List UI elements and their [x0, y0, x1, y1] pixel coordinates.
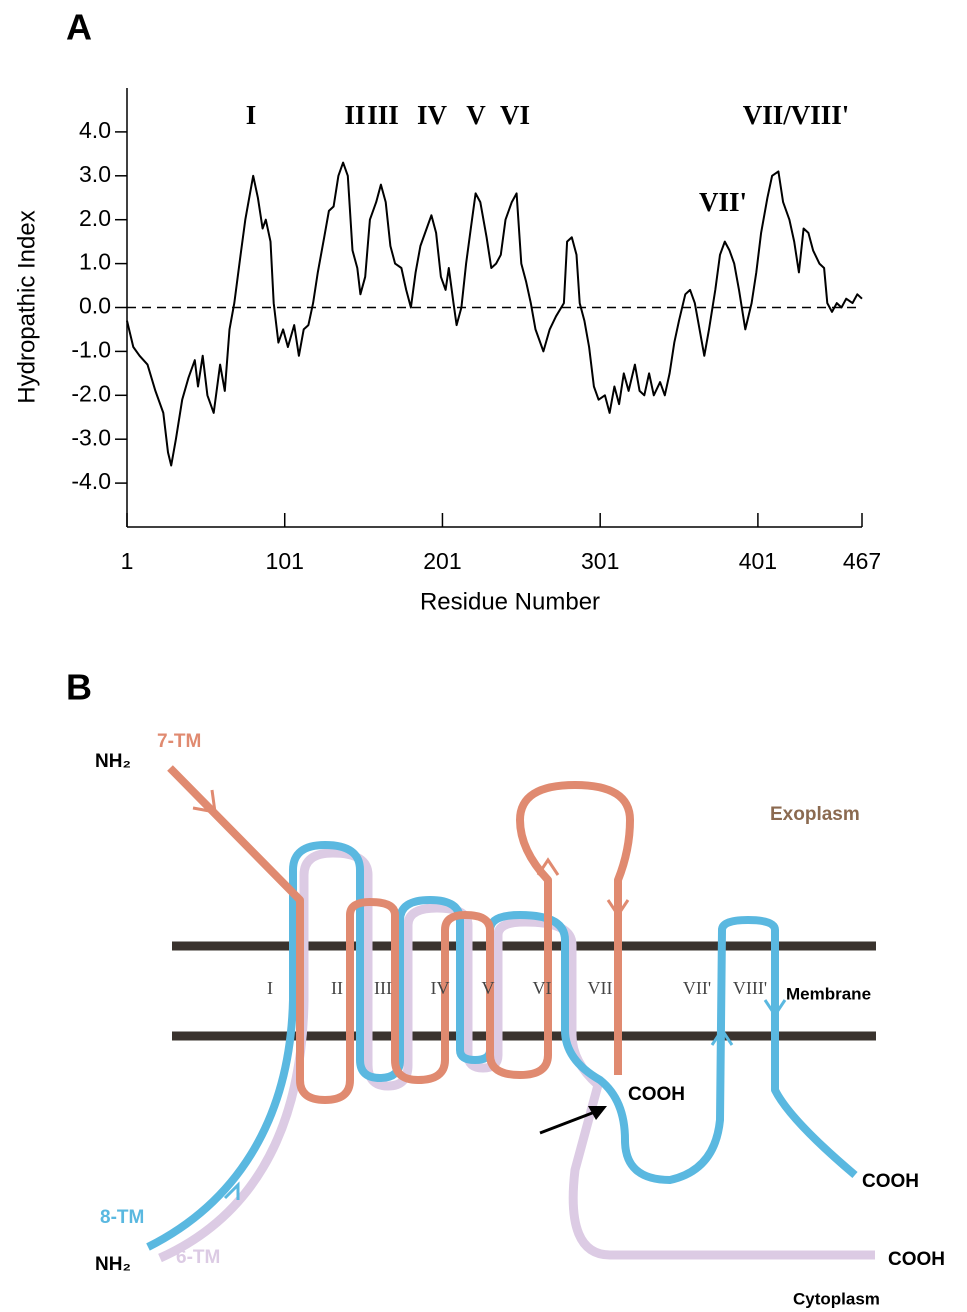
panel-label: B: [66, 667, 92, 708]
segment-label: VII': [683, 978, 711, 998]
segment-label: II: [331, 978, 343, 998]
segment-annotation: II: [344, 100, 365, 130]
x-tick-label: 201: [423, 548, 461, 574]
segment-label: I: [267, 978, 273, 998]
y-axis-label: Hydropathic Index: [13, 210, 40, 403]
y-tick-label: 0.0: [79, 293, 111, 319]
segment-label: VII: [588, 978, 613, 998]
cytoplasm-label: Cytoplasm: [793, 1289, 880, 1308]
y-tick-label: -2.0: [71, 380, 111, 406]
x-tick-label: 101: [266, 548, 304, 574]
y-tick-label: -3.0: [71, 424, 111, 450]
panel-label: A: [66, 7, 92, 48]
segment-label: V: [482, 978, 495, 998]
y-tick-label: -1.0: [71, 336, 111, 362]
exoplasm-label: Exoplasm: [770, 804, 860, 825]
segment-annotation: VII/VIII': [743, 100, 850, 130]
x-tick-label: 301: [581, 548, 619, 574]
segment-annotation: VI: [500, 100, 530, 130]
segment-annotation: IV: [417, 100, 448, 130]
segment-label: VIII': [733, 978, 767, 998]
cooh-label: COOH: [628, 1084, 685, 1105]
nh2-label: NH₂: [95, 751, 131, 772]
tm8-label: 8-TM: [100, 1207, 144, 1228]
x-tick-label: 467: [843, 548, 881, 574]
segment-annotation: I: [246, 100, 257, 130]
segment-label: IV: [431, 978, 450, 998]
tm7-label: 7-TM: [157, 731, 201, 752]
segment-annotation: III: [367, 100, 399, 130]
y-tick-label: 1.0: [79, 249, 111, 275]
x-axis-label: Residue Number: [420, 588, 600, 615]
cooh-label: COOH: [888, 1249, 945, 1270]
segment-label: III: [374, 978, 392, 998]
y-tick-label: 4.0: [79, 117, 111, 143]
tm6-label: 6-TM: [176, 1247, 220, 1268]
x-tick-label: 1: [121, 548, 134, 574]
segment-annotation: V: [466, 100, 486, 130]
direction-arrows: [192, 789, 787, 1200]
y-tick-label: 3.0: [79, 161, 111, 187]
topology-7tm: [167, 765, 634, 1104]
nh2-label: NH₂: [95, 1254, 131, 1275]
membrane-label: Membrane: [786, 984, 871, 1003]
segment-annotation: VII': [699, 187, 747, 217]
y-tick-label: -4.0: [71, 468, 111, 494]
cooh-label: COOH: [862, 1171, 919, 1192]
hydropathy-line: [126, 161, 863, 467]
topology-6tm: [158, 848, 875, 1263]
arrow-head: [588, 1106, 607, 1120]
y-tick-label: 2.0: [79, 205, 111, 231]
membrane: [172, 941, 876, 1041]
x-tick-label: 401: [739, 548, 777, 574]
arrow: [539, 1108, 601, 1135]
segment-label: VI: [533, 978, 552, 998]
